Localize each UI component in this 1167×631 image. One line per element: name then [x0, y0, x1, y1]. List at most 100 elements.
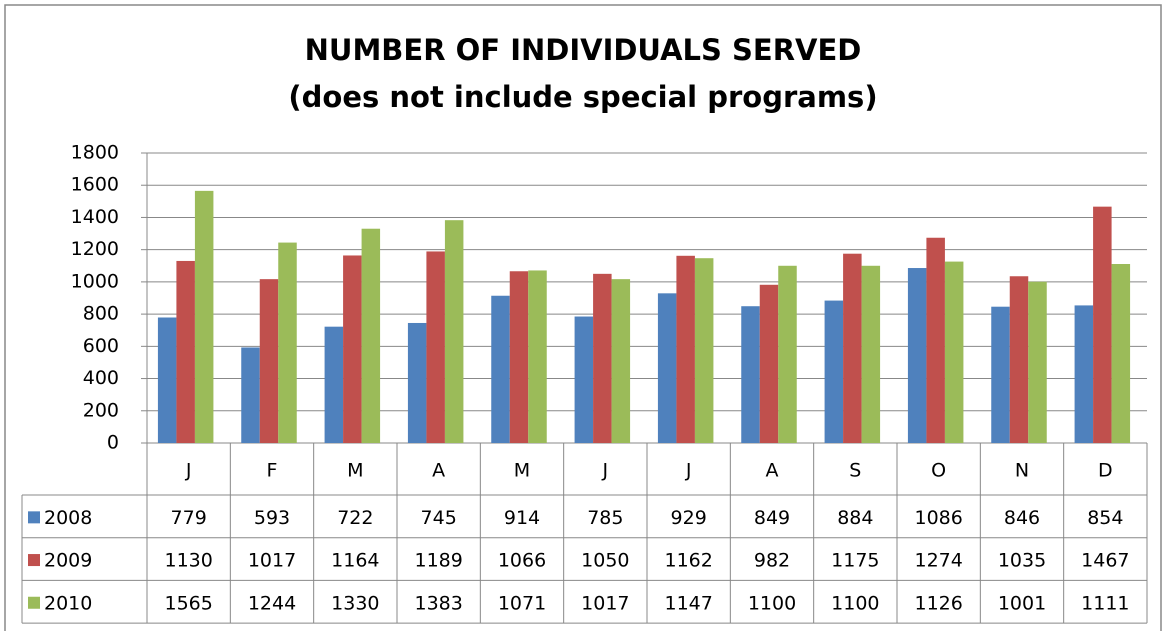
- table-cell: 593: [254, 507, 290, 529]
- table-cell: 1017: [248, 550, 296, 572]
- bar: [426, 251, 445, 443]
- bar: [278, 242, 297, 443]
- legend-label: 2010: [44, 592, 92, 614]
- table-cell: 722: [337, 507, 373, 529]
- bar: [861, 265, 881, 443]
- y-tick-label: 1600: [71, 174, 119, 196]
- x-tick-label: N: [1015, 460, 1029, 482]
- y-tick-label: 1200: [71, 238, 119, 260]
- bar: [593, 273, 612, 443]
- bar: [759, 284, 779, 443]
- bar: [741, 306, 760, 443]
- table-cell: 1126: [914, 592, 962, 614]
- legend-label: 2008: [44, 507, 92, 529]
- table-cell: 1565: [164, 592, 212, 614]
- y-tick-label: 600: [83, 335, 119, 357]
- table-cell: 1035: [998, 550, 1046, 572]
- x-tick-label: M: [347, 460, 363, 482]
- bar: [444, 220, 464, 443]
- bar: [926, 237, 945, 443]
- table-cell: 785: [587, 507, 623, 529]
- table-cell: 1130: [164, 550, 212, 572]
- bar: [157, 317, 177, 443]
- bar: [991, 306, 1010, 443]
- x-tick-label: A: [432, 460, 445, 482]
- bar: [843, 253, 862, 443]
- table-cell: 849: [754, 507, 790, 529]
- bar: [1028, 281, 1047, 443]
- table-cell: 779: [171, 507, 207, 529]
- table-cell: 1175: [831, 550, 879, 572]
- bar: [324, 326, 344, 443]
- bar: [528, 270, 547, 443]
- table-cell: 1086: [914, 507, 962, 529]
- bar: [259, 279, 279, 443]
- bar: [509, 271, 529, 443]
- bar: [241, 347, 260, 443]
- table-cell: 929: [671, 507, 707, 529]
- table-cell: 1111: [1081, 592, 1129, 614]
- bar: [907, 268, 927, 443]
- table-cell: 854: [1087, 507, 1123, 529]
- legend-label: 2009: [44, 550, 92, 572]
- table-cell: 884: [837, 507, 873, 529]
- y-tick-label: 1400: [71, 206, 119, 228]
- y-tick-label: 1000: [71, 270, 119, 292]
- y-tick-label: 200: [83, 399, 119, 421]
- bar: [778, 265, 797, 443]
- bar: [1093, 206, 1112, 443]
- table-cell: 1100: [748, 592, 796, 614]
- table-cell: 1162: [664, 550, 712, 572]
- x-tick-label: S: [849, 460, 861, 482]
- table-cell: 982: [754, 550, 790, 572]
- bar: [824, 300, 844, 443]
- bar: [176, 260, 195, 443]
- x-tick-label: M: [514, 460, 530, 482]
- y-tick-label: 400: [83, 367, 119, 389]
- table-cell: 1467: [1081, 550, 1129, 572]
- y-tick-label: 800: [83, 303, 119, 325]
- bar: [194, 190, 214, 443]
- table-cell: 1189: [414, 550, 462, 572]
- bar: [611, 279, 631, 443]
- bar: [1111, 264, 1131, 443]
- table-cell: 1274: [914, 550, 962, 572]
- table-cell: 745: [421, 507, 457, 529]
- table-cell: 1244: [248, 592, 296, 614]
- bar: [1009, 276, 1029, 443]
- legend-swatch: [28, 511, 40, 524]
- table-cell: 1330: [331, 592, 379, 614]
- x-tick-label: J: [602, 460, 609, 482]
- table-cell: 1383: [414, 592, 462, 614]
- bar: [407, 322, 427, 443]
- chart-subtitle: (does not include special programs): [288, 80, 877, 114]
- table-cell: 1071: [498, 592, 546, 614]
- bar: [361, 228, 381, 443]
- bar: [491, 295, 510, 443]
- bar: [343, 255, 362, 443]
- x-tick-label: F: [267, 460, 278, 482]
- y-tick-label: 1800: [71, 142, 119, 164]
- bar: [694, 258, 714, 443]
- table-cell: 1147: [664, 592, 712, 614]
- x-tick-label: D: [1098, 460, 1113, 482]
- table-cell: 846: [1004, 507, 1040, 529]
- bar: [1074, 305, 1094, 443]
- table-cell: 1066: [498, 550, 546, 572]
- table-cell: 1050: [581, 550, 629, 572]
- chart-title: NUMBER OF INDIVIDUALS SERVED: [305, 33, 862, 67]
- table-cell: 1001: [998, 592, 1046, 614]
- table-cell: 1164: [331, 550, 379, 572]
- y-tick-label: 0: [107, 432, 119, 454]
- bar: [676, 255, 695, 443]
- x-tick-label: A: [766, 460, 779, 482]
- x-tick-label: J: [685, 460, 692, 482]
- bar: [574, 316, 594, 443]
- legend-swatch: [28, 596, 40, 609]
- table-cell: 1017: [581, 592, 629, 614]
- table-cell: 1100: [831, 592, 879, 614]
- x-tick-label: O: [931, 460, 946, 482]
- x-tick-label: J: [185, 460, 192, 482]
- bar: [657, 293, 677, 443]
